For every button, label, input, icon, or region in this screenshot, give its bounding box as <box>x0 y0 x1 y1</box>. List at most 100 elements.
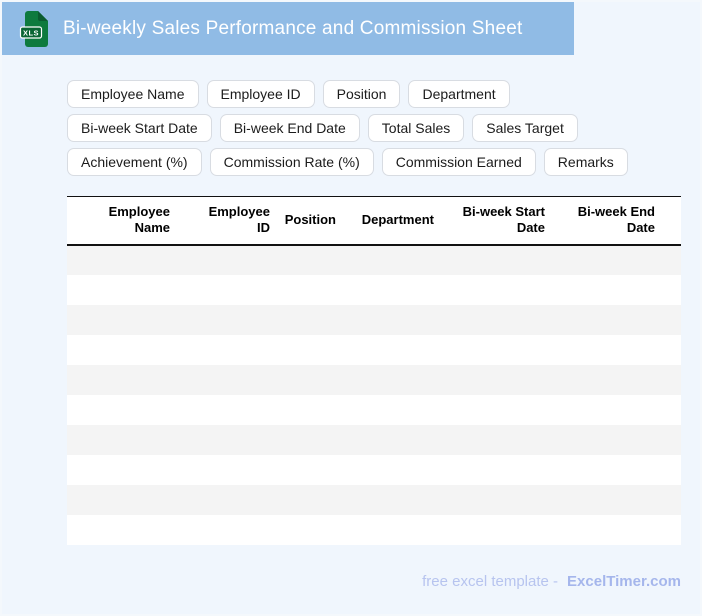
table-row <box>67 424 681 455</box>
table-cell <box>442 394 553 425</box>
footer-tagline: free excel template - <box>422 572 559 590</box>
column-header: Bi-week Start Date <box>442 196 553 246</box>
table-cell <box>278 454 344 485</box>
table-cell <box>278 304 344 335</box>
table-cell <box>178 394 278 425</box>
table-cell <box>67 424 178 455</box>
column-header: Bi-week End Date <box>553 196 681 246</box>
xls-band <box>19 25 43 39</box>
field-chip[interactable]: Commission Rate (%) <box>209 148 374 176</box>
table-cell <box>278 514 344 545</box>
table-cell <box>442 484 553 515</box>
table-cell <box>344 394 442 425</box>
field-chip[interactable]: Sales Target <box>472 114 578 142</box>
table-cell <box>278 394 344 425</box>
table-cell <box>442 304 553 335</box>
table-cell <box>67 334 178 365</box>
table-cell <box>553 394 681 425</box>
table-cell <box>67 484 178 515</box>
table-cell <box>67 394 178 425</box>
table-cell <box>178 484 278 515</box>
xls-file-icon: XLS <box>19 10 48 47</box>
table-cell <box>178 424 278 455</box>
table-cell <box>442 334 553 365</box>
table-cell <box>344 514 442 545</box>
table-cell <box>67 364 178 395</box>
table-cell <box>344 334 442 365</box>
field-chip[interactable]: Employee ID <box>206 80 315 108</box>
field-chip[interactable]: Remarks <box>543 148 628 176</box>
table-row <box>67 454 681 485</box>
table-row <box>67 334 681 365</box>
table-cell <box>67 274 178 305</box>
table-cell <box>178 514 278 545</box>
xls-band-label: XLS <box>23 28 39 37</box>
field-chip[interactable]: Department <box>408 80 510 108</box>
table-cell <box>553 514 681 545</box>
table-cell <box>344 304 442 335</box>
table-cell <box>178 244 278 275</box>
table-cell <box>553 364 681 395</box>
table-cell <box>442 274 553 305</box>
table-cell <box>553 454 681 485</box>
table-cell <box>278 334 344 365</box>
table-row <box>67 364 681 395</box>
table-cell <box>553 304 681 335</box>
table-cell <box>553 424 681 455</box>
table-row <box>67 514 681 545</box>
page-title: Bi-weekly Sales Performance and Commissi… <box>63 17 523 39</box>
table-cell <box>67 454 178 485</box>
table-cell <box>442 244 553 275</box>
table-header-row: Employee Name Employee ID Position Departme… <box>67 196 681 246</box>
table-cell <box>442 424 553 455</box>
table-cell <box>178 364 278 395</box>
table-cell <box>344 484 442 515</box>
table-cell <box>553 484 681 515</box>
table-cell <box>178 454 278 485</box>
table-cell <box>344 274 442 305</box>
table-cell <box>278 364 344 395</box>
table-row <box>67 244 681 275</box>
table-cell <box>278 274 344 305</box>
table-cell <box>278 484 344 515</box>
table-body <box>67 244 681 545</box>
titlebar: XLS Bi-weekly Sales Performance and Comm… <box>2 2 574 55</box>
exceltimer-brand-link[interactable]: ExcelTimer.com <box>567 572 681 590</box>
table-cell <box>278 424 344 455</box>
table-cell <box>553 244 681 275</box>
table-cell <box>553 334 681 365</box>
field-chip[interactable]: Bi-week Start Date <box>67 114 212 142</box>
field-chip[interactable]: Bi-week End Date <box>219 114 360 142</box>
table-cell <box>278 244 344 275</box>
field-chip[interactable]: Position <box>322 80 401 108</box>
table-row <box>67 484 681 515</box>
sheet-preview-table: Employee Name Employee ID Position Departme… <box>67 196 681 545</box>
table-cell <box>67 304 178 335</box>
column-header: Department <box>344 196 442 246</box>
table-cell <box>344 424 442 455</box>
table-cell <box>344 244 442 275</box>
table-row <box>67 394 681 425</box>
column-header: Employee ID <box>178 196 278 246</box>
table-row <box>67 304 681 335</box>
footer: free excel template - ExcelTimer.com <box>2 573 700 590</box>
table-cell <box>178 304 278 335</box>
table-cell <box>178 274 278 305</box>
table-cell <box>344 364 442 395</box>
field-chip[interactable]: Total Sales <box>367 114 465 142</box>
field-chips: Employee Name Employee ID Position Departme… <box>67 80 649 176</box>
table-cell <box>67 244 178 275</box>
table-cell <box>442 454 553 485</box>
table-cell <box>442 364 553 395</box>
field-chip[interactable]: Commission Earned <box>381 148 536 176</box>
column-header: Employee Name <box>67 196 178 246</box>
table-cell <box>67 514 178 545</box>
table-cell <box>553 274 681 305</box>
file-fold <box>38 10 48 21</box>
table-cell <box>442 514 553 545</box>
table-cell <box>344 454 442 485</box>
field-chip[interactable]: Employee Name <box>67 80 199 108</box>
column-header: Position <box>278 196 344 246</box>
field-chip[interactable]: Achievement (%) <box>67 148 202 176</box>
